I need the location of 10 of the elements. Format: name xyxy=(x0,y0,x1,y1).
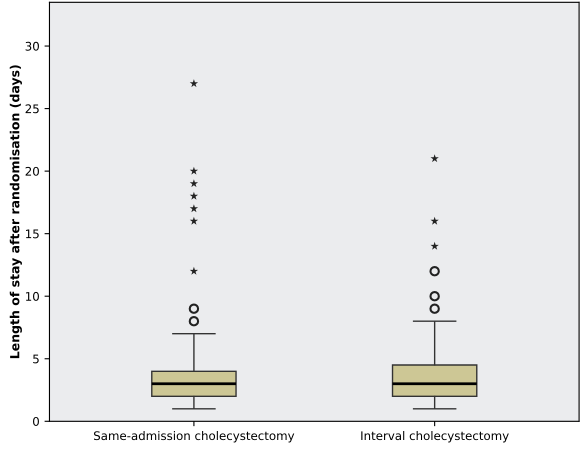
y-tick-label: 25 xyxy=(26,104,39,114)
y-tick-label: 20 xyxy=(26,166,39,176)
y-tick-label: 10 xyxy=(26,292,39,301)
y-tick-label: 0 xyxy=(33,417,39,426)
y-tick-label: 5 xyxy=(33,354,39,364)
x-tick-label: Same-admission cholecystectomy xyxy=(94,431,294,442)
x-tick-label: Interval cholecystectomy xyxy=(361,431,509,442)
y-tick-label: 30 xyxy=(26,42,39,51)
y-axis-title: Length of stay after randomisation (days) xyxy=(10,65,22,358)
y-tick-label: 15 xyxy=(26,230,39,238)
